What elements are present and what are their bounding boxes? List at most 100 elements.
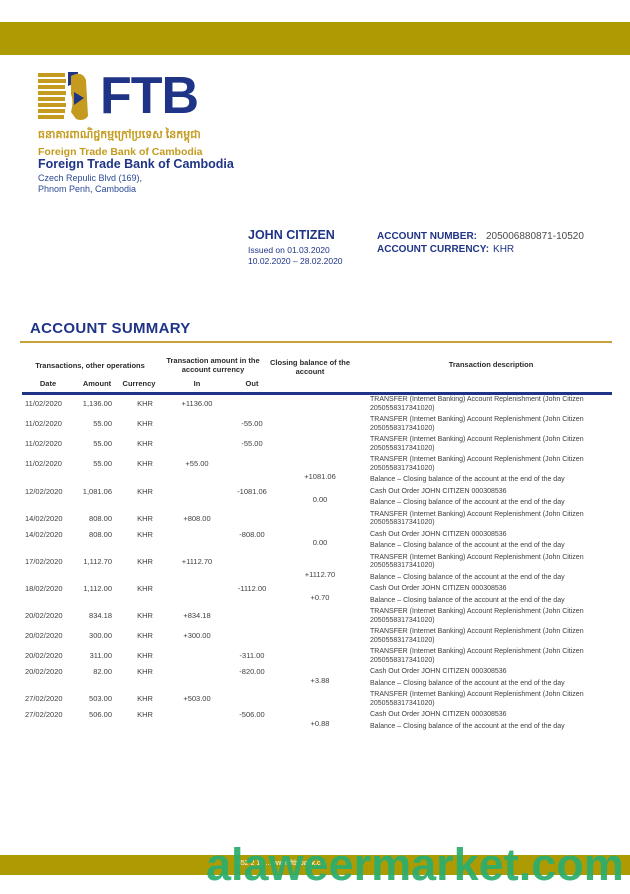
cell-closing-balance: +0.88 [310, 718, 330, 728]
table-row: 20/02/2020 311.00 KHR -311.00 TRANSFER (… [22, 647, 612, 667]
table-group-header-row: Transactions, other operations Transacti… [22, 352, 612, 376]
cell-currency: KHR [137, 694, 153, 704]
customer-name: JOHN CITIZEN [248, 228, 335, 242]
cell-out: -55.00 [241, 419, 263, 429]
account-number-label: ACCOUNT NUMBER: [377, 231, 477, 242]
cell-description: TRANSFER (Internet Banking) Account Repl… [370, 456, 584, 472]
table-row: 20/02/2020 82.00 KHR -820.00 Cash Out Or… [22, 667, 612, 679]
cell-out: -1081.06 [237, 486, 267, 496]
cell-description: TRANSFER (Internet Banking) Account Repl… [370, 510, 584, 527]
cell-date: 20/02/2020 [25, 631, 63, 641]
statement-period: 10.02.2020 – 28.02.2020 [248, 255, 343, 266]
cell-closing-balance: +1112.70 [304, 569, 336, 579]
cell-currency: KHR [137, 611, 153, 621]
cell-amount: 55.00 [93, 439, 112, 449]
cell-amount: 834.18 [89, 611, 112, 621]
cell-amount: 300.00 [89, 631, 112, 641]
account-currency-value: KHR [493, 244, 515, 255]
cell-amount: 506.00 [89, 710, 112, 719]
cell-description: Cash Out Order JOHN CITIZEN 000308536 [370, 487, 507, 495]
cell-currency: KHR [137, 419, 153, 429]
table-row: 11/02/2020 55.00 KHR -55.00 TRANSFER (In… [22, 415, 612, 435]
cell-description: TRANSFER (Internet Banking) Account Repl… [370, 608, 584, 624]
cell-in: +300.00 [183, 631, 211, 641]
cell-description: TRANSFER (Internet Banking) Account Repl… [370, 691, 584, 707]
cell-description: Balance – Closing balance of the account… [370, 573, 565, 581]
ftb-logo-text: FTB [100, 67, 199, 125]
table-row: 17/02/2020 1,112.70 KHR +1112.70 TRANSFE… [22, 552, 612, 572]
cell-currency: KHR [137, 486, 153, 496]
cell-in: +1136.00 [181, 399, 213, 409]
cell-in: +55.00 [185, 459, 209, 469]
table-row: 0.00 Balance – Closing balance of the ac… [22, 495, 612, 510]
cell-in: +503.00 [183, 694, 211, 704]
cell-date: 18/02/2020 [25, 584, 63, 593]
ftb-logo-caption: Foreign Trade Bank of Cambodia [38, 146, 203, 158]
cell-out: -808.00 [239, 529, 265, 539]
cell-description: TRANSFER (Internet Banking) Account Repl… [370, 553, 584, 570]
cell-date: 14/02/2020 [25, 513, 63, 523]
cell-currency: KHR [137, 584, 153, 593]
bank-address-line2: Phnom Penh, Cambodia [38, 184, 137, 194]
table-row: +3.88 Balance – Closing balance of the a… [22, 676, 612, 690]
table-row: 27/02/2020 503.00 KHR +503.00 TRANSFER (… [22, 690, 612, 710]
table-row: 11/02/2020 55.00 KHR +55.00 TRANSFER (In… [22, 455, 612, 475]
table-column-header-row: Date Amount Currency In Out [22, 379, 612, 388]
table-row: +0.88 Balance – Closing balance of the a… [22, 718, 612, 733]
customer-block: JOHN CITIZEN Issued on 01.03.2020 10.02.… [248, 228, 343, 266]
cell-date: 14/02/2020 [25, 529, 63, 539]
cell-amount: 82.00 [93, 667, 112, 676]
cell-currency: KHR [137, 667, 153, 676]
cell-amount: 311.00 [89, 651, 112, 661]
column-header-amount: Amount [82, 379, 112, 388]
bottom-brand-bar [0, 855, 630, 875]
cell-amount: 1,081.06 [82, 486, 112, 496]
account-summary-title: ACCOUNT SUMMARY [30, 320, 191, 337]
cell-date: 17/02/2020 [25, 556, 63, 566]
cell-description: Balance – Closing balance of the account… [370, 542, 565, 549]
table-row: 20/02/2020 834.18 KHR +834.18 TRANSFER (… [22, 607, 612, 627]
cell-description: Balance – Closing balance of the account… [370, 476, 565, 483]
table-row: 0.00 Balance – Closing balance of the ac… [22, 538, 612, 553]
cell-closing-balance: +0.70 [310, 592, 330, 602]
account-currency-label: ACCOUNT CURRENCY: [377, 244, 490, 255]
cell-description: Balance – Closing balance of the account… [370, 596, 565, 604]
cell-amount: 1,112.70 [83, 556, 112, 566]
cell-date: 20/02/2020 [25, 651, 63, 661]
cell-description: Cash Out Order JOHN CITIZEN 000308536 [370, 668, 507, 675]
column-header-in: In [193, 379, 201, 388]
cell-currency: KHR [137, 513, 153, 523]
table-row: 14/02/2020 808.00 KHR -808.00 Cash Out O… [22, 529, 612, 541]
table-row: 14/02/2020 808.00 KHR +808.00 TRANSFER (… [22, 509, 612, 529]
cell-in: +1112.70 [181, 556, 213, 566]
cell-description: TRANSFER (Internet Banking) Account Repl… [370, 648, 584, 664]
cell-date: 11/02/2020 [25, 459, 62, 469]
cell-date: 11/02/2020 [25, 439, 62, 449]
cell-currency: KHR [137, 399, 153, 409]
cell-currency: KHR [137, 459, 153, 469]
cell-amount: 1,136.00 [82, 399, 112, 409]
table-row: 11/02/2020 55.00 KHR -55.00 TRANSFER (In… [22, 435, 612, 455]
cell-amount: 55.00 [93, 419, 112, 429]
column-header-out: Out [245, 379, 259, 388]
table-row: +1081.06 Balance – Closing balance of th… [22, 472, 612, 487]
ftb-logo-mark-icon [38, 72, 88, 120]
cell-currency: KHR [137, 631, 153, 641]
group-header-transactions: Transactions, other operations [35, 361, 145, 370]
summary-underline [20, 341, 612, 343]
ftb-logo-khmer-text: ធនាគារពាណិជ្ជកម្មក្រៅប្រទេស នៃកម្ពុជា [38, 129, 201, 141]
bank-address-block: Foreign Trade Bank of Cambodia Czech Rep… [38, 157, 234, 195]
cell-description: TRANSFER (Internet Banking) Account Repl… [370, 416, 584, 432]
table-row: 27/02/2020 506.00 KHR -506.00 Cash Out O… [22, 710, 612, 722]
cell-currency: KHR [137, 439, 153, 449]
cell-currency: KHR [137, 556, 153, 566]
cell-description: Balance – Closing balance of the account… [370, 679, 565, 687]
cell-out: -820.00 [239, 667, 265, 676]
table-body: 11/02/2020 1,136.00 KHR +1136.00 TRANSFE… [22, 395, 612, 733]
group-header-closing-balance: Closing balance of the account [269, 358, 350, 376]
group-header-description: Transaction description [448, 360, 534, 369]
cell-description: Cash Out Order JOHN CITIZEN 000308536 [370, 711, 507, 718]
account-info-block: ACCOUNT NUMBER: 205006880871-10520 ACCOUN… [377, 230, 584, 256]
cell-date: 11/02/2020 [25, 419, 62, 429]
cell-description: TRANSFER (Internet Banking) Account Repl… [370, 436, 584, 452]
